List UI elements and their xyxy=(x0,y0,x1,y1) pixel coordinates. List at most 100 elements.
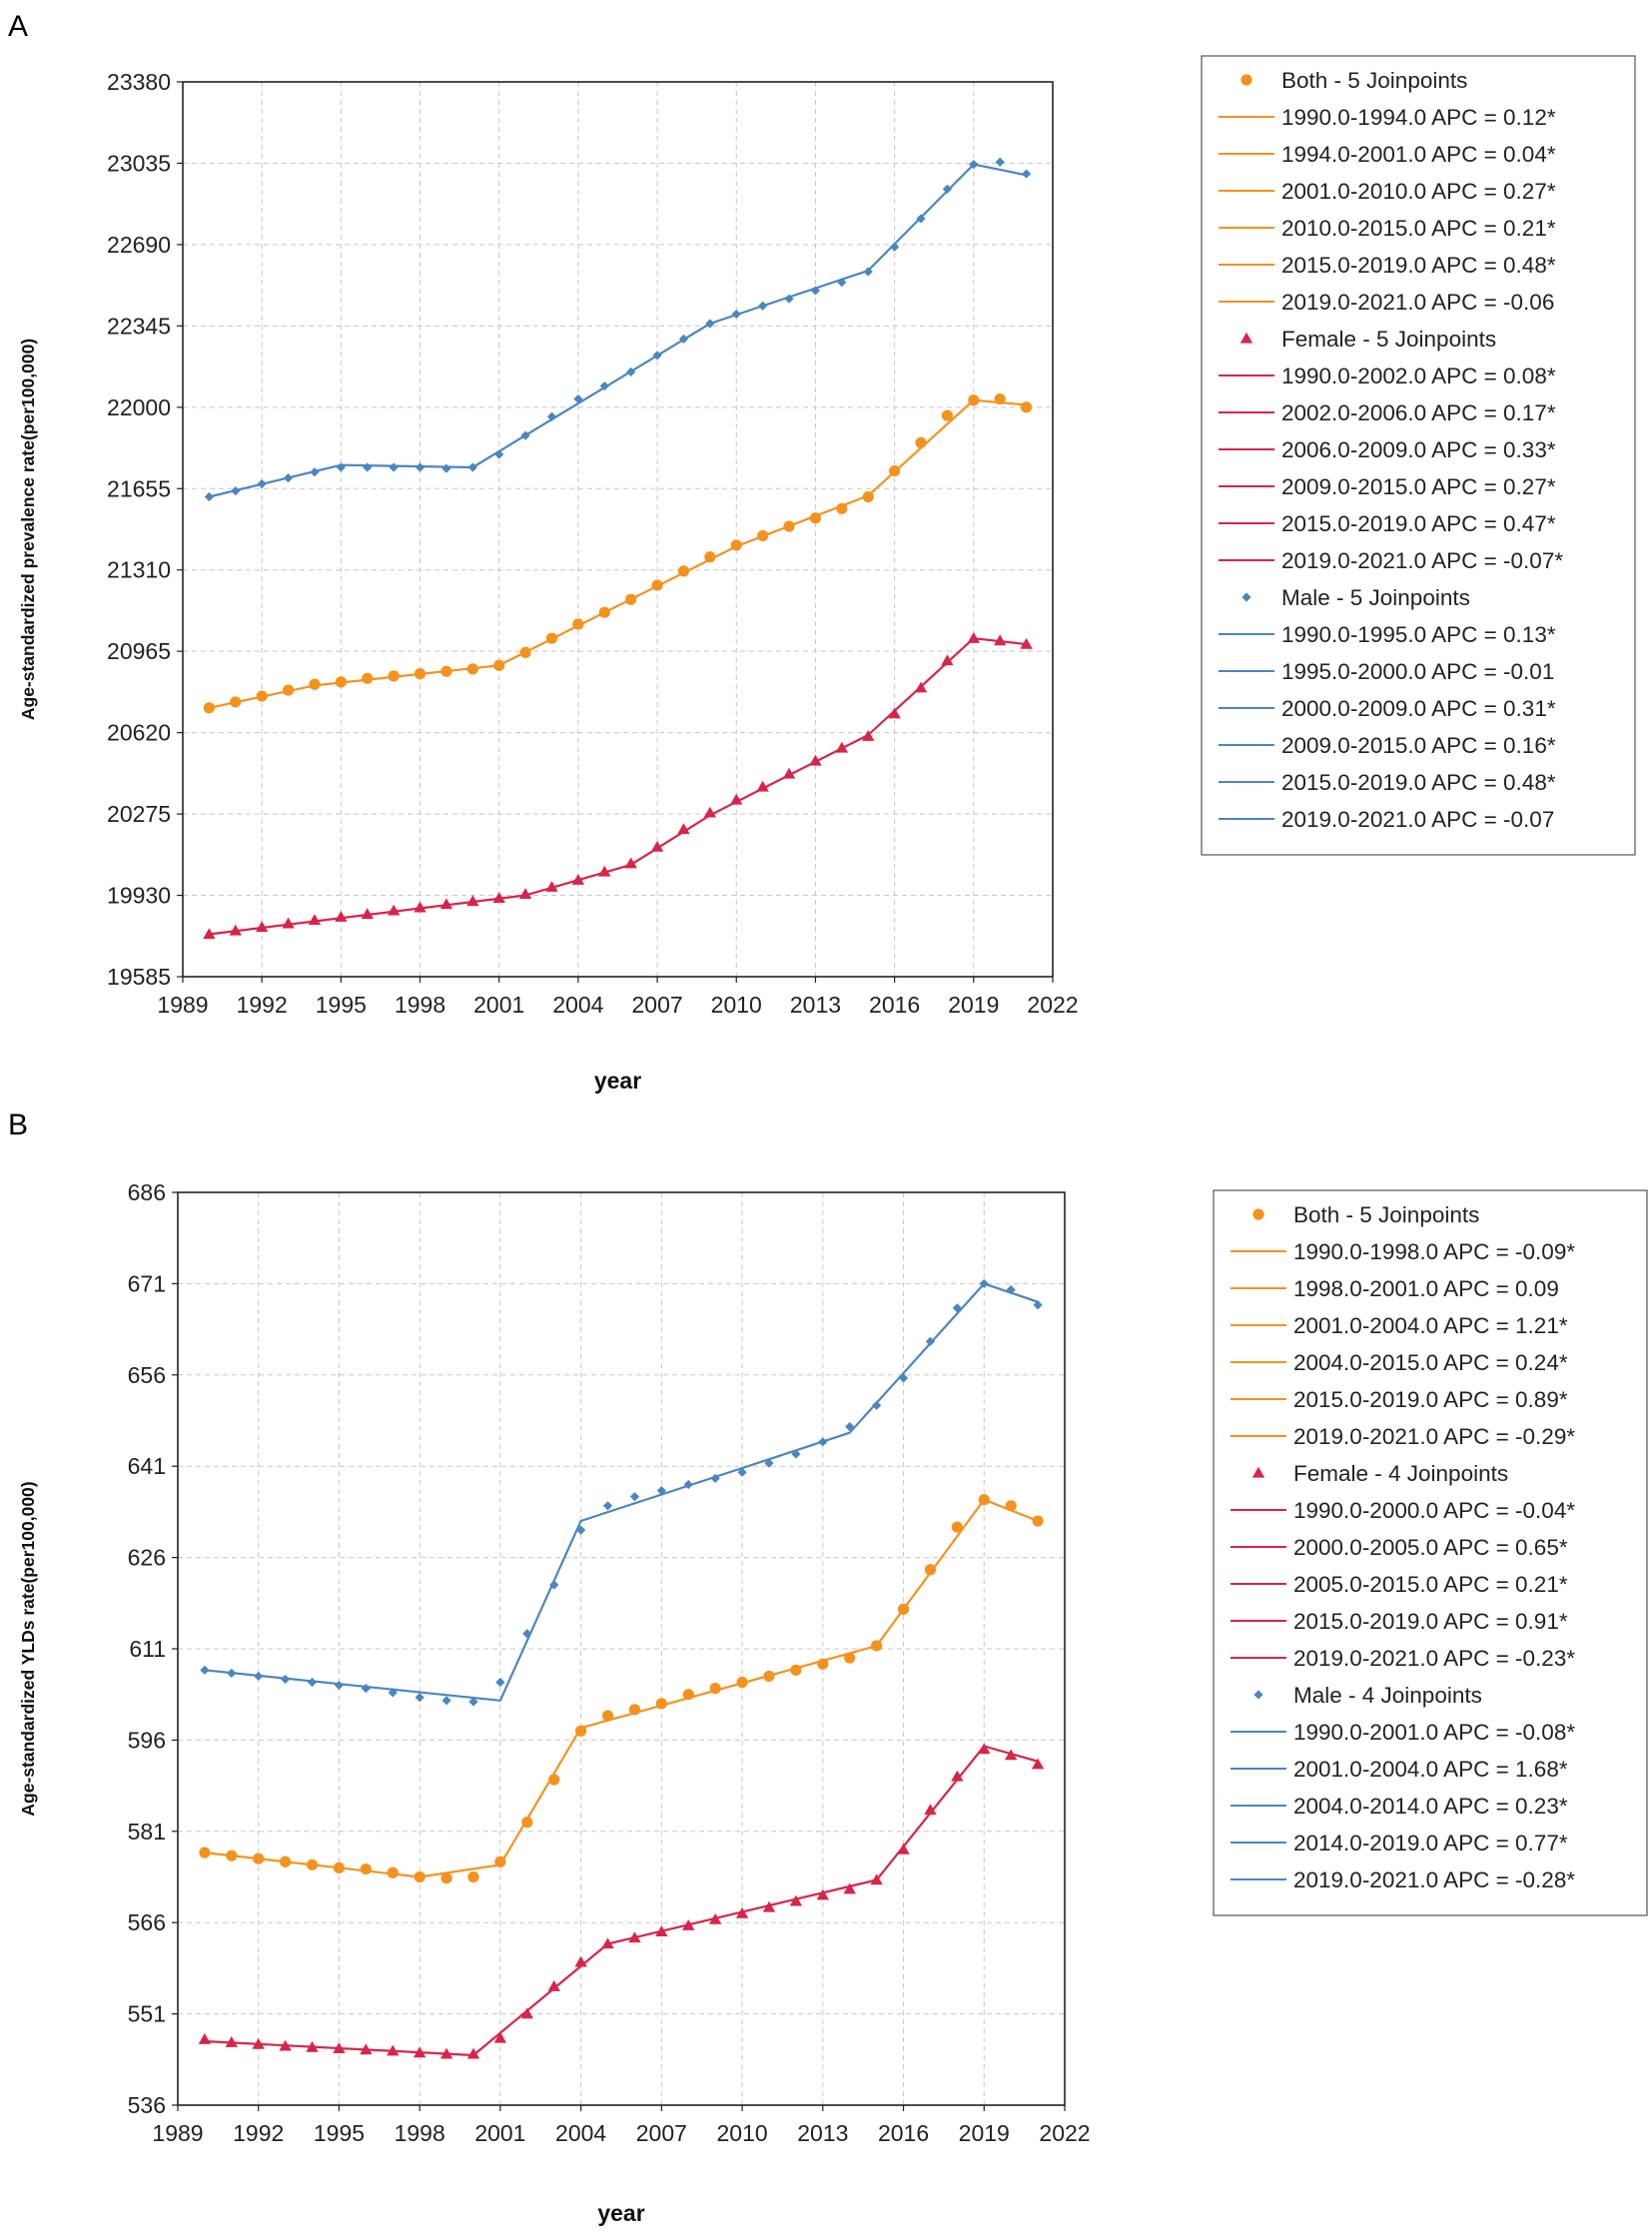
legend-series-label: Both - 5 Joinpoints xyxy=(1293,1202,1479,1227)
data-point-female xyxy=(862,729,875,741)
y-tick-label: 21310 xyxy=(107,557,171,583)
legend-segment-label: 2015.0-2019.0 APC = 0.47* xyxy=(1281,511,1556,536)
data-point-female xyxy=(518,888,532,900)
data-point-male xyxy=(520,430,530,440)
data-point-female xyxy=(229,924,242,936)
data-point-male xyxy=(522,1629,532,1639)
panel-b: B 1989 1992 1995 1998 2001 2004 2007 2010 2013 201… xyxy=(8,1109,1648,2226)
y-tick-label: 581 xyxy=(128,1819,166,1845)
data-point-male xyxy=(254,1671,264,1682)
y-tick-label: 641 xyxy=(128,1453,166,1479)
data-point-male xyxy=(414,1693,424,1703)
legend-segment-label: 2001.0-2004.0 APC = 1.21* xyxy=(1293,1313,1568,1338)
data-point-both xyxy=(817,1658,829,1670)
y-tick-label: 23035 xyxy=(107,150,171,176)
data-point-female xyxy=(361,908,374,920)
x-tick-label: 2004 xyxy=(555,2120,606,2146)
data-point-both xyxy=(575,1725,587,1737)
data-point-female xyxy=(870,1873,883,1885)
y-tick-label: 686 xyxy=(128,1179,166,1205)
data-point-female xyxy=(682,1919,695,1930)
data-point-female xyxy=(994,634,1007,646)
data-point-male xyxy=(231,486,241,496)
data-point-both xyxy=(978,1494,990,1506)
data-point-female xyxy=(198,2032,212,2044)
data-point-female xyxy=(547,1979,560,1991)
y-tick-label: 20620 xyxy=(107,720,171,746)
data-point-both xyxy=(306,1859,319,1870)
y-tick-label: 656 xyxy=(128,1362,166,1388)
data-point-female xyxy=(835,741,849,753)
legend-segment-label: 2015.0-2019.0 APC = 0.48* xyxy=(1281,770,1556,795)
data-point-male xyxy=(468,1697,478,1707)
data-point-female xyxy=(466,2047,480,2059)
data-point-female xyxy=(650,840,664,852)
data-point-male xyxy=(818,1437,828,1447)
y-tick-label: 19585 xyxy=(107,964,171,990)
legend-segment-label: 2004.0-2015.0 APC = 0.24* xyxy=(1293,1350,1568,1375)
legend-marker-female xyxy=(1239,332,1253,344)
x-tick-label: 2010 xyxy=(711,992,762,1018)
data-point-both xyxy=(871,1640,883,1652)
data-point-both xyxy=(545,632,558,644)
data-point-female xyxy=(624,857,637,869)
data-point-male xyxy=(467,462,477,472)
data-point-female xyxy=(843,1882,856,1894)
x-tick-label: 2001 xyxy=(473,992,524,1018)
x-tick-label: 2013 xyxy=(790,992,841,1018)
data-point-both xyxy=(889,464,901,477)
data-point-female xyxy=(360,2043,373,2055)
data-point-both xyxy=(521,1817,533,1829)
data-point-female xyxy=(601,1937,614,1949)
data-point-female xyxy=(387,904,401,916)
data-point-both xyxy=(763,1670,775,1683)
legend-segment-label: 2019.0-2021.0 APC = -0.07* xyxy=(1281,548,1563,573)
data-point-male xyxy=(573,393,583,404)
legend: Both - 5 Joinpoints 1990.0-1998.0 APC = -… xyxy=(1213,1189,1648,1916)
data-point-both xyxy=(440,665,452,677)
data-point-both xyxy=(466,663,478,675)
data-point-both xyxy=(730,539,742,551)
gridlines xyxy=(177,1191,1066,2106)
data-point-female xyxy=(439,898,453,910)
data-point-male xyxy=(361,1684,371,1694)
data-point-both xyxy=(844,1652,856,1664)
data-point-female xyxy=(978,1743,991,1755)
series-female xyxy=(198,1743,1045,2059)
data-point-female xyxy=(493,2031,507,2043)
legend-segment-label: 2005.0-2015.0 APC = 0.21* xyxy=(1293,1572,1568,1597)
data-point-both xyxy=(736,1676,748,1689)
data-point-both xyxy=(757,529,769,542)
x-axis-title: year xyxy=(594,1068,641,1094)
x-tick-label: 1998 xyxy=(395,992,445,1018)
data-point-both xyxy=(226,1850,238,1861)
legend-marker-male xyxy=(1253,1690,1263,1700)
data-point-female xyxy=(333,2042,346,2053)
data-point-male xyxy=(626,367,636,377)
legend-segment-label: 2000.0-2009.0 APC = 0.31* xyxy=(1281,696,1556,721)
legend-segment-label: 2015.0-2019.0 APC = 0.91* xyxy=(1293,1609,1568,1634)
legend-box xyxy=(1213,1189,1648,1916)
legend-box xyxy=(1201,55,1636,856)
y-tick-label: 23380 xyxy=(107,69,171,95)
data-point-male xyxy=(629,1492,640,1502)
y-tick-label: 21655 xyxy=(107,475,171,501)
x-tick-label: 1995 xyxy=(314,2120,365,2146)
legend-series-label: Both - 5 Joinpoints xyxy=(1281,68,1467,93)
data-point-female xyxy=(439,2047,453,2059)
data-point-both xyxy=(625,593,637,605)
legend-segment-label: 2014.0-2019.0 APC = 0.77* xyxy=(1293,1831,1568,1856)
data-point-both xyxy=(413,1870,425,1883)
data-point-male xyxy=(925,1336,936,1346)
data-point-male xyxy=(283,473,294,483)
fitted-line-female xyxy=(204,1745,1039,2057)
data-point-both xyxy=(362,672,374,684)
data-point-male xyxy=(441,463,451,473)
data-point-male xyxy=(1033,1300,1043,1310)
data-point-female xyxy=(335,911,348,922)
y-tick-label: 22345 xyxy=(107,313,171,339)
panel-label: B xyxy=(8,1109,28,1141)
panel-a: A 1989 1992 1995 1998 2001 2004 2007 2010 2013 201… xyxy=(8,10,1636,1094)
data-point-both xyxy=(655,1698,667,1710)
data-point-male xyxy=(837,278,847,288)
